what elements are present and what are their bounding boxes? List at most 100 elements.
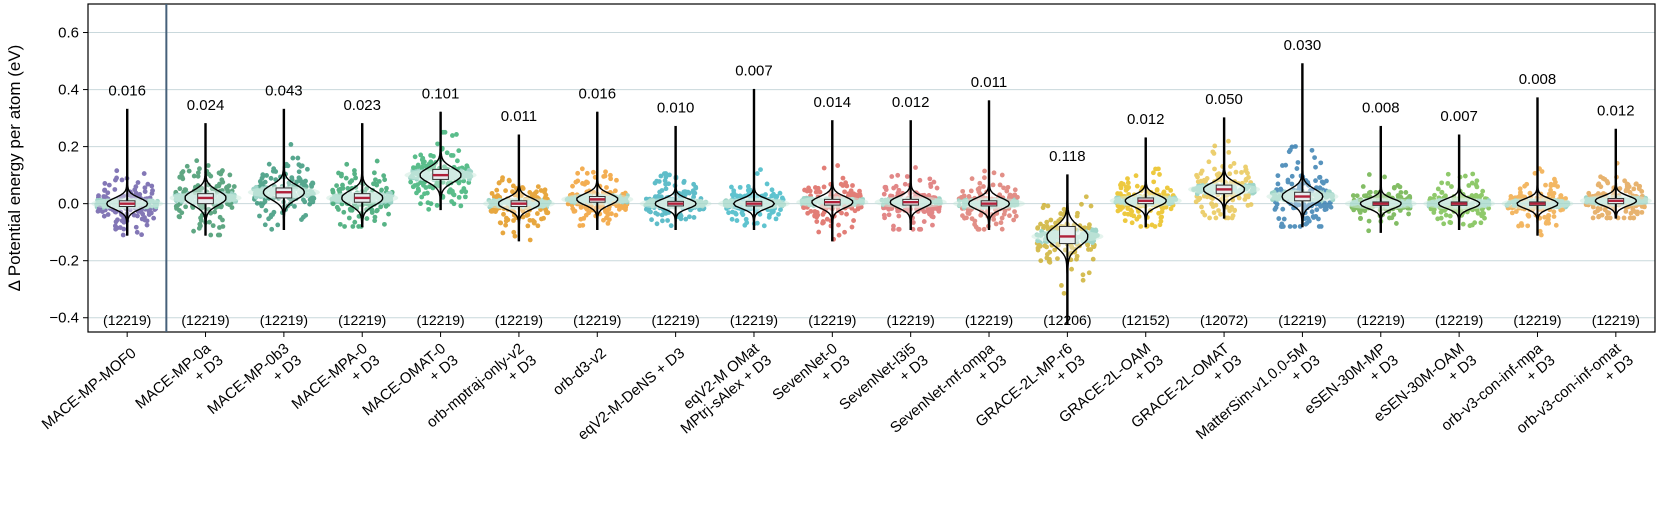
scatter-point: [584, 170, 590, 176]
scatter-point: [330, 201, 336, 207]
scatter-point: [972, 218, 978, 224]
scatter-point: [851, 218, 856, 223]
scatter-point: [144, 218, 150, 224]
scatter-point: [1288, 197, 1294, 203]
scatter-point: [458, 203, 464, 209]
scatter-point: [1445, 171, 1451, 177]
scatter-point: [501, 211, 506, 217]
median-value-label: 0.008: [1362, 100, 1400, 117]
scatter-point: [420, 155, 426, 161]
plot-frame: [87, 3, 1656, 333]
scatter-point: [1398, 190, 1404, 195]
scatter-point: [183, 204, 189, 210]
scatter-point: [1366, 172, 1372, 177]
x-tick-label: MACE-MP-0b3+ D3: [204, 340, 305, 418]
count-label: (12219): [887, 312, 935, 328]
scatter-point: [423, 163, 429, 169]
scatter-point: [348, 207, 353, 213]
scatter-point: [352, 171, 357, 177]
scatter-point: [503, 188, 508, 194]
scatter-point: [339, 173, 344, 179]
scatter-point: [663, 186, 669, 192]
scatter-point: [1093, 228, 1099, 234]
scatter-point: [177, 186, 183, 192]
scatter-point: [435, 141, 440, 147]
scatter-point: [1625, 182, 1631, 187]
scatter-point: [1595, 205, 1601, 211]
scatter-point: [1038, 233, 1044, 238]
scatter-point: [815, 212, 821, 218]
scatter-point: [258, 201, 264, 206]
scatter-point: [966, 194, 972, 199]
scatter-point: [146, 212, 152, 217]
scatter-point: [1090, 240, 1095, 246]
scatter-point: [1211, 210, 1217, 216]
scatter-point: [227, 172, 233, 178]
scatter-point: [624, 199, 630, 205]
scatter-point: [332, 194, 337, 199]
scatter-point: [253, 184, 259, 190]
scatter-point: [376, 179, 382, 184]
scatter-point: [486, 197, 492, 203]
scatter-point: [575, 170, 581, 176]
scatter-point: [918, 226, 924, 232]
scatter-point: [310, 181, 316, 186]
scatter-point: [1163, 204, 1169, 210]
scatter-point: [275, 222, 281, 228]
scatter-point: [141, 171, 147, 176]
scatter-point: [462, 194, 468, 200]
scatter-point: [840, 183, 846, 188]
scatter-point: [1126, 191, 1132, 197]
scatter-point: [1599, 212, 1605, 218]
scatter-point: [1232, 207, 1238, 213]
scatter-point: [426, 206, 432, 212]
scatter-point: [836, 232, 842, 238]
scatter-point: [186, 168, 192, 174]
scatter-point: [266, 216, 272, 222]
scatter-point: [997, 182, 1003, 188]
scatter-point: [879, 197, 885, 203]
scatter-point: [419, 194, 425, 200]
scatter-point: [1194, 190, 1200, 196]
scatter-point: [372, 214, 378, 220]
scatter-point: [525, 223, 531, 229]
scatter-point: [643, 206, 649, 212]
count-label: (12219): [338, 312, 386, 328]
scatter-point: [820, 220, 825, 226]
scatter-point: [218, 198, 224, 203]
scatter-point: [1596, 181, 1602, 187]
scatter-point: [1126, 184, 1132, 190]
scatter-point: [852, 208, 858, 214]
scatter-point: [334, 183, 339, 189]
scatter-point: [1447, 219, 1453, 225]
scatter-point: [982, 168, 987, 174]
scatter-point: [1243, 178, 1249, 183]
scatter-point: [860, 199, 865, 205]
scatter-point: [257, 213, 262, 219]
scatter-point: [518, 193, 524, 199]
x-tick-label: orb-d3-v2: [550, 345, 610, 399]
scatter-point: [1207, 215, 1212, 221]
scatter-point: [660, 218, 665, 224]
scatter-point: [254, 200, 260, 206]
count-label: (12219): [651, 312, 699, 328]
scatter-point: [225, 189, 231, 195]
scatter-point: [1125, 176, 1130, 181]
scatter-point: [1230, 213, 1236, 219]
scatter-point: [1015, 194, 1020, 200]
scatter-point: [461, 178, 467, 184]
scatter-point: [267, 193, 272, 198]
scatter-point: [459, 189, 465, 195]
scatter-point: [532, 191, 538, 196]
scatter-point: [342, 224, 347, 229]
scatter-point: [1279, 224, 1285, 229]
scatter-point: [1350, 193, 1356, 198]
scatter-point: [612, 188, 618, 194]
scatter-point: [1283, 162, 1289, 168]
scatter-point: [647, 199, 652, 205]
scatter-point: [511, 218, 516, 223]
scatter-point: [842, 229, 847, 235]
scatter-point: [960, 188, 966, 194]
scatter-point: [336, 170, 341, 176]
count-label: (12219): [808, 312, 856, 328]
